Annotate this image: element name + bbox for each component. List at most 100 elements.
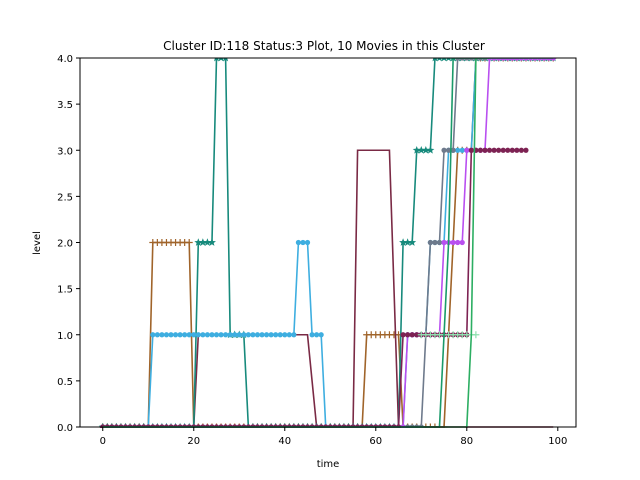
data-point — [421, 146, 430, 154]
data-point — [309, 332, 315, 338]
data-point — [445, 147, 452, 153]
data-point — [198, 238, 207, 246]
data-point — [482, 147, 488, 153]
y-tick-label: 0.5 — [57, 377, 73, 388]
data-point — [223, 332, 229, 338]
data-point — [491, 147, 497, 153]
chart-title: Cluster ID:118 Status:3 Plot, 10 Movies … — [163, 39, 485, 53]
data-point — [509, 147, 515, 153]
data-point — [182, 332, 188, 338]
data-point — [414, 332, 420, 338]
data-point — [236, 332, 242, 338]
data-point — [441, 58, 447, 62]
data-point — [250, 332, 256, 338]
data-point — [472, 331, 480, 339]
data-point — [441, 239, 447, 246]
data-point — [254, 332, 261, 338]
data-point — [459, 147, 465, 153]
data-point — [427, 239, 433, 246]
x-axis: 0 20 40 60 80 100 — [100, 427, 567, 447]
data-point — [218, 332, 224, 338]
data-point — [218, 58, 224, 62]
x-tick-label: 100 — [548, 436, 567, 447]
data-point — [441, 147, 447, 153]
data-point — [477, 147, 484, 153]
data-point — [268, 332, 274, 338]
data-point — [259, 332, 265, 338]
data-point — [204, 332, 211, 338]
x-tick-label: 20 — [187, 436, 200, 447]
data-point — [241, 332, 247, 338]
data-point — [408, 238, 417, 246]
data-point — [468, 147, 474, 153]
data-point — [523, 147, 529, 153]
data-point — [213, 332, 220, 338]
data-point — [295, 239, 302, 246]
data-point — [150, 332, 156, 338]
plot-area — [79, 57, 577, 428]
data-point — [486, 147, 493, 153]
data-point — [177, 332, 183, 338]
data-point — [200, 332, 206, 338]
data-point — [318, 332, 324, 338]
data-point — [450, 147, 456, 153]
data-point — [437, 58, 442, 62]
data-point — [304, 239, 311, 246]
data-point — [412, 146, 421, 154]
data-point — [245, 332, 251, 338]
y-tick-label: 0.0 — [57, 423, 73, 434]
data-point — [163, 332, 170, 338]
data-point — [186, 332, 192, 338]
data-point — [273, 332, 279, 338]
data-point — [203, 238, 212, 246]
data-point — [314, 332, 320, 338]
data-point — [450, 239, 456, 246]
data-point — [227, 332, 233, 338]
data-point — [496, 147, 502, 153]
data-point — [185, 239, 193, 246]
x-tick-label: 0 — [100, 436, 106, 447]
data-point — [168, 332, 174, 338]
data-point — [455, 147, 461, 153]
y-tick-label: 3.0 — [57, 146, 73, 157]
data-point — [209, 332, 215, 338]
data-point — [195, 332, 201, 338]
y-tick-label: 2.0 — [57, 239, 73, 250]
data-point — [446, 58, 452, 62]
data-point — [518, 147, 524, 153]
data-point — [455, 239, 461, 246]
data-point — [417, 146, 426, 154]
y-tick-label: 1.5 — [57, 285, 73, 296]
x-tick-label: 60 — [369, 436, 382, 447]
data-point — [263, 332, 270, 338]
data-point — [277, 332, 283, 338]
data-point — [400, 332, 406, 338]
data-point — [300, 239, 306, 246]
y-tick-label: 4.0 — [57, 54, 73, 65]
data-point — [159, 332, 165, 338]
x-tick-label: 40 — [278, 436, 291, 447]
data-point — [223, 58, 229, 62]
data-point — [194, 238, 203, 246]
data-point — [505, 147, 511, 153]
y-tick-label: 2.5 — [57, 192, 73, 203]
y-tick-label: 3.5 — [57, 100, 73, 111]
data-point — [232, 332, 238, 338]
y-axis: 0.0 0.5 1.0 1.5 2.0 2.5 3.0 3.5 4.0 — [57, 54, 80, 434]
data-point — [191, 332, 197, 338]
data-point — [207, 238, 216, 246]
data-point — [500, 147, 506, 153]
series-line — [102, 58, 554, 428]
data-point — [432, 239, 438, 246]
data-point — [464, 147, 470, 153]
data-point — [399, 238, 408, 246]
data-point — [286, 332, 292, 338]
data-point — [459, 239, 465, 246]
data-point — [514, 147, 520, 153]
data-point — [282, 332, 288, 338]
data-point — [409, 332, 415, 338]
data-point — [436, 239, 443, 246]
y-axis-label: level — [32, 231, 43, 255]
